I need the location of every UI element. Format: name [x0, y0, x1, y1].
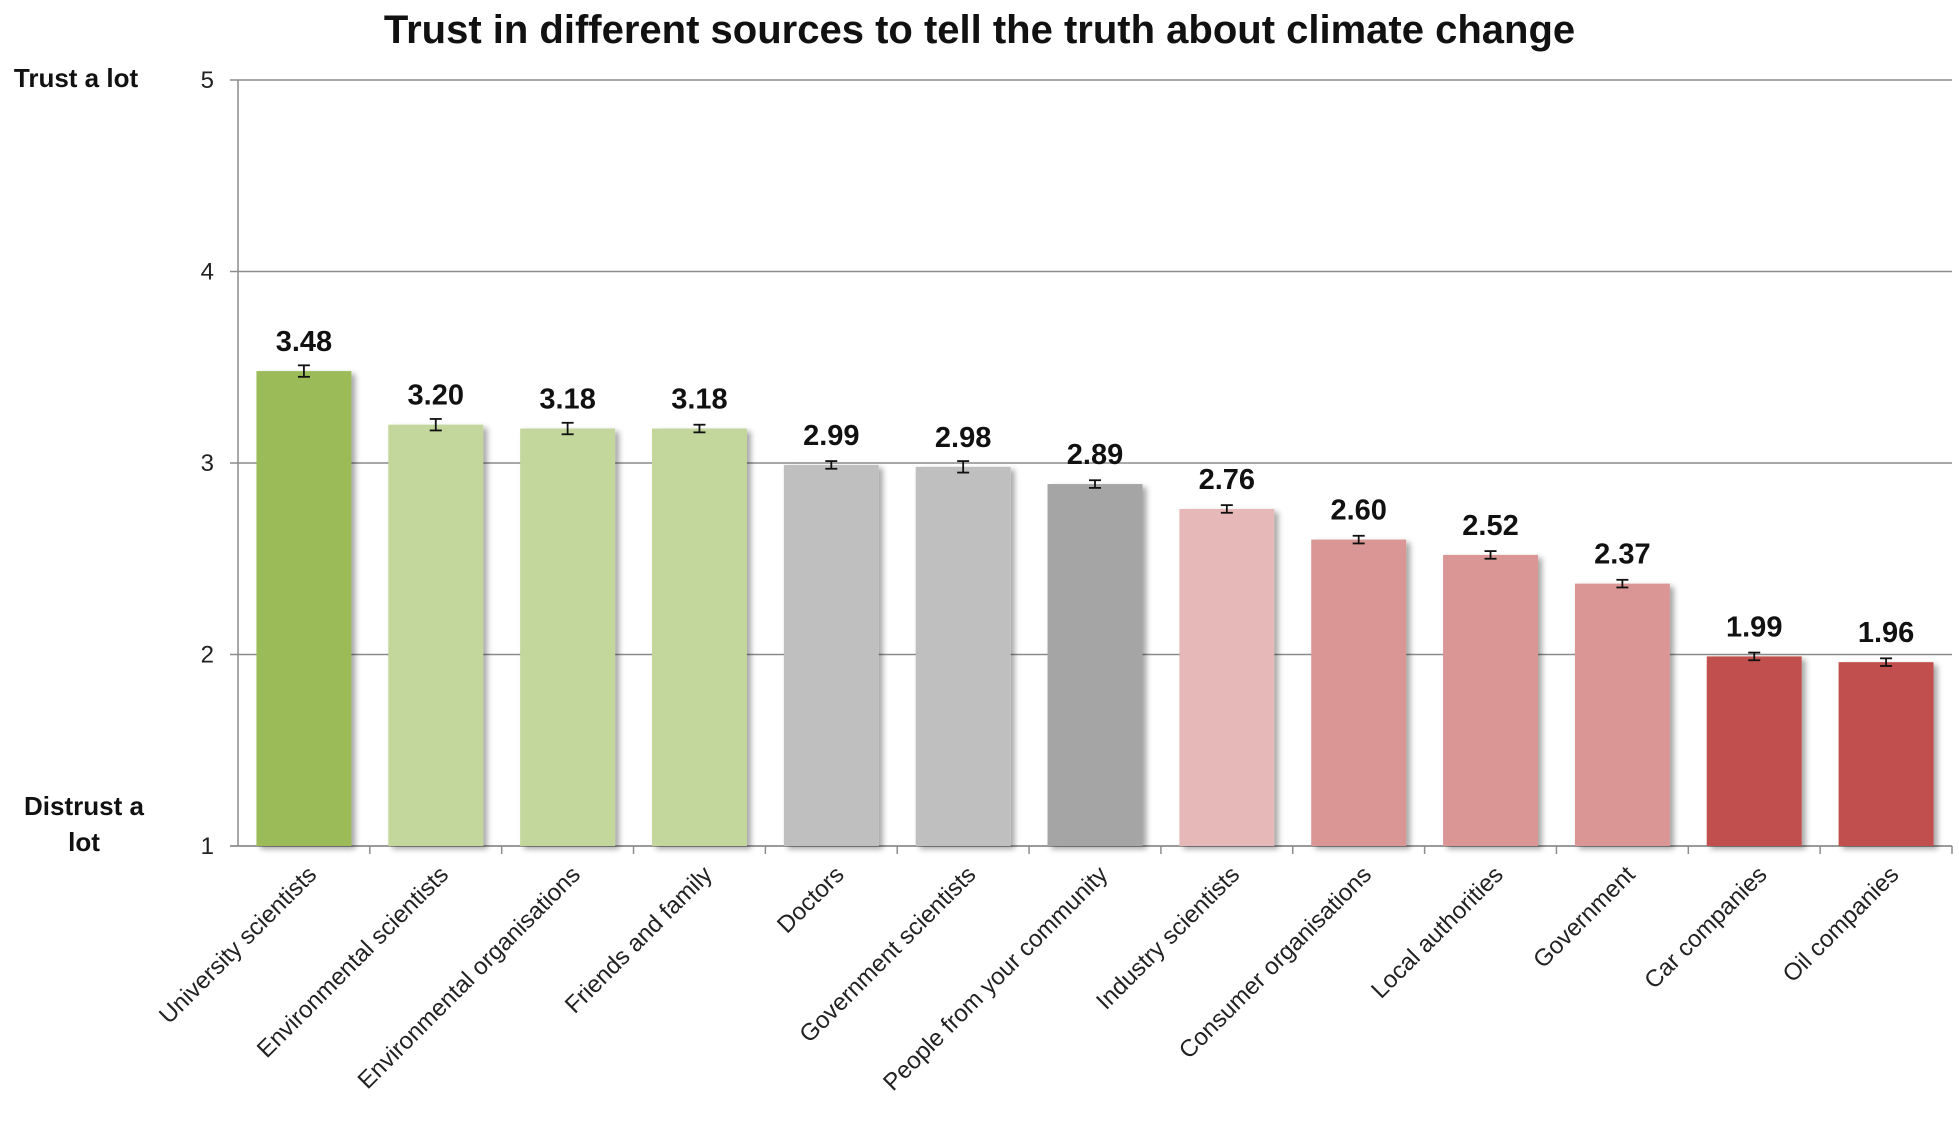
y-tick-label: 5	[201, 67, 214, 94]
chart-title: Trust in different sources to tell the t…	[383, 8, 1576, 52]
bar	[1179, 508, 1275, 846]
bar	[915, 466, 1011, 846]
data-label: 1.96	[1858, 617, 1914, 649]
bar	[520, 428, 616, 846]
x-tick-label: Car companies	[1639, 861, 1772, 994]
data-label: 2.60	[1330, 495, 1386, 527]
bar	[256, 371, 352, 846]
data-label: 2.52	[1462, 510, 1518, 542]
x-tick-label: Local authorities	[1366, 861, 1509, 1004]
y-tick-label: 4	[201, 259, 214, 286]
bar	[1311, 539, 1407, 846]
bar	[1706, 656, 1802, 846]
x-tick-label: Government	[1528, 861, 1641, 974]
x-tick-label: Environmental organisations	[353, 861, 586, 1094]
data-label: 3.48	[276, 326, 332, 358]
top-axis-label: Trust a lot	[13, 63, 139, 93]
y-tick-label: 2	[201, 642, 214, 669]
bar	[651, 428, 747, 846]
x-tick-label: Industry scientists	[1091, 861, 1245, 1015]
y-tick-label: 1	[201, 833, 214, 860]
bar	[388, 424, 484, 846]
bar	[783, 464, 879, 846]
x-tick-label: Doctors	[772, 861, 850, 939]
bar	[1838, 662, 1934, 846]
x-tick-label: People from your community	[878, 861, 1113, 1096]
data-label: 1.99	[1726, 611, 1782, 643]
data-label: 2.98	[935, 422, 991, 454]
bars	[256, 364, 1934, 846]
data-label: 3.18	[539, 384, 595, 416]
bottom-axis-label: Distrust a lot	[24, 791, 144, 857]
bar	[1047, 484, 1143, 846]
x-tick-label: Friends and family	[560, 861, 718, 1019]
bar	[1443, 554, 1539, 846]
data-label: 3.20	[408, 380, 464, 412]
data-label: 2.37	[1594, 539, 1650, 571]
x-tick-label: Oil companies	[1778, 861, 1905, 988]
data-label: 2.99	[803, 420, 859, 452]
data-label: 3.18	[671, 384, 727, 416]
data-label: 2.89	[1067, 439, 1123, 471]
y-tick-label: 3	[201, 450, 214, 477]
data-label: 2.76	[1199, 464, 1255, 496]
bar	[1574, 583, 1670, 846]
